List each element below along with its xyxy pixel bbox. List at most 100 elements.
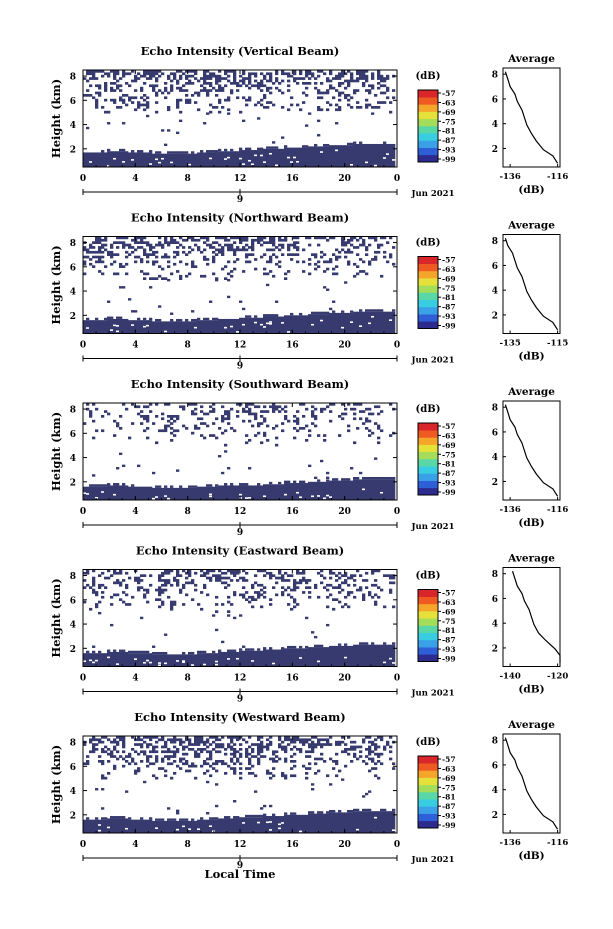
- panel-title: Echo Intensity (Westward Beam): [134, 710, 345, 724]
- heatmap-cell-cloud: [308, 767, 312, 770]
- heatmap-cell-cloud: [212, 255, 216, 259]
- heatmap-cell-cloud: [182, 745, 186, 749]
- heatmap-gap: [389, 319, 393, 321]
- heatmap-cell-cloud: [155, 79, 159, 83]
- heatmap-cell-cloud: [164, 427, 168, 430]
- average-x-tick-label: -136: [499, 505, 520, 515]
- heatmap-cell-cloud: [83, 272, 87, 276]
- heatmap-cell-cloud: [101, 255, 105, 259]
- heatmap-cell-cloud: [167, 755, 171, 758]
- heatmap-cell-cloud: [347, 98, 351, 102]
- heatmap-cell-cloud: [365, 106, 369, 109]
- heatmap-cell-cloud: [143, 82, 147, 85]
- heatmap-cell-surface: [341, 645, 345, 667]
- heatmap-cell-cloud: [101, 750, 105, 754]
- heatmap-cell-cloud: [308, 743, 312, 746]
- heatmap-cell-cloud: [179, 574, 183, 577]
- heatmap-cell-cloud: [203, 586, 207, 589]
- heatmap-cell-cloud: [134, 96, 138, 100]
- heatmap-cell-edge: [281, 647, 285, 650]
- heatmap-cell-cloud: [371, 86, 375, 90]
- heatmap-gap: [164, 330, 168, 333]
- heatmap-cell-surface: [284, 648, 288, 667]
- heatmap-cell-edge: [230, 483, 234, 486]
- heatmap-cell-cloud: [149, 248, 153, 252]
- heatmap-cell-cloud: [212, 410, 216, 413]
- heatmap-cell-cloud: [242, 419, 246, 423]
- heatmap-cell-cloud: [146, 255, 150, 259]
- heatmap-cell-cloud: [92, 436, 96, 440]
- heatmap-cell-cloud: [164, 769, 168, 773]
- heatmap-gap: [317, 495, 321, 497]
- heatmap-cell-surface: [236, 318, 240, 334]
- heatmap-cell-cloud: [209, 103, 213, 107]
- heatmap-gap: [296, 491, 300, 494]
- heatmap-cell-cloud: [323, 760, 327, 763]
- heatmap-cell-cloud: [221, 415, 225, 418]
- colorbar-segment: [418, 603, 438, 612]
- heatmap-cell-cloud: [302, 248, 306, 252]
- heatmap-cell-cloud: [185, 74, 189, 78]
- heatmap-cell-cloud: [197, 79, 201, 83]
- y-tick-label: 8: [70, 406, 76, 416]
- heatmap-cell-cloud: [200, 591, 204, 594]
- heatmap-cell-cloud: [113, 241, 117, 244]
- heatmap-cell-cloud: [266, 89, 270, 92]
- heatmap-cell-cloud: [383, 748, 387, 751]
- heatmap-cell-cloud: [152, 86, 156, 90]
- heatmap-cell-cloud: [257, 86, 261, 90]
- heatmap-cell-cloud: [278, 238, 282, 242]
- heatmap-cell-cloud: [323, 236, 327, 240]
- heatmap-cell-cloud: [107, 738, 111, 742]
- heatmap-cell-cloud: [104, 750, 108, 754]
- heatmap-cell-cloud: [317, 434, 321, 437]
- heatmap-cell-surface: [119, 151, 123, 167]
- heatmap-cell-surface: [347, 480, 351, 500]
- heatmap-cell-surface: [122, 818, 126, 833]
- heatmap-cell-cloud: [221, 250, 225, 254]
- heatmap-cell-cloud: [113, 434, 117, 437]
- heatmap-cell-edge: [353, 141, 357, 144]
- heatmap-cell-surface: [92, 320, 96, 334]
- heatmap-cell-cloud: [170, 755, 174, 758]
- heatmap-cell-cloud: [173, 760, 177, 763]
- heatmap-cell-surface: [356, 143, 360, 167]
- heatmap-cell-cloud: [116, 579, 120, 582]
- heatmap-cell-cloud: [383, 77, 387, 80]
- heatmap-cell-cloud: [227, 745, 231, 749]
- heatmap-cell-cloud: [248, 760, 252, 763]
- heatmap-cell-surface: [314, 647, 318, 667]
- heatmap-cell-cloud: [167, 74, 171, 78]
- heatmap-cell-cloud: [173, 250, 177, 254]
- heatmap-cell-cloud: [332, 86, 336, 90]
- heatmap-cell-cloud: [224, 417, 228, 421]
- heatmap-cell-edge: [215, 817, 219, 820]
- heatmap-cell-surface: [149, 653, 153, 667]
- heatmap-cell-cloud: [278, 743, 282, 746]
- heatmap-cell-cloud: [341, 412, 345, 416]
- heatmap-cell-surface: [338, 812, 342, 833]
- heatmap-cell-edge: [350, 142, 354, 146]
- heatmap-cell-cloud: [347, 583, 351, 587]
- heatmap-cell-surface: [122, 485, 126, 500]
- heatmap-cell-surface: [305, 483, 309, 500]
- heatmap-cell-cloud: [116, 750, 120, 754]
- average-title: Average: [507, 719, 555, 731]
- heatmap-cell-surface: [224, 651, 228, 667]
- heatmap-cell-cloud: [251, 253, 255, 256]
- heatmap-cell-surface: [122, 151, 126, 167]
- heatmap-cell-cloud: [341, 581, 345, 585]
- heatmap-cell-edge: [299, 645, 303, 649]
- heatmap-cell-cloud: [143, 595, 147, 599]
- heatmap-cell-cloud: [302, 579, 306, 582]
- heatmap-cell-cloud: [377, 436, 381, 440]
- x-tick-label: 12: [234, 840, 247, 850]
- heatmap-cell-cloud: [164, 581, 168, 585]
- colorbar-tick-label: -99: [442, 488, 456, 497]
- heatmap-cell-mid: [167, 807, 171, 810]
- heatmap-cell-cloud: [92, 569, 96, 573]
- heatmap-cell-cloud: [305, 740, 309, 744]
- x-tick-label: 16: [286, 507, 299, 517]
- x-tick-label: 0: [80, 341, 86, 351]
- heatmap-cell-cloud: [368, 262, 372, 266]
